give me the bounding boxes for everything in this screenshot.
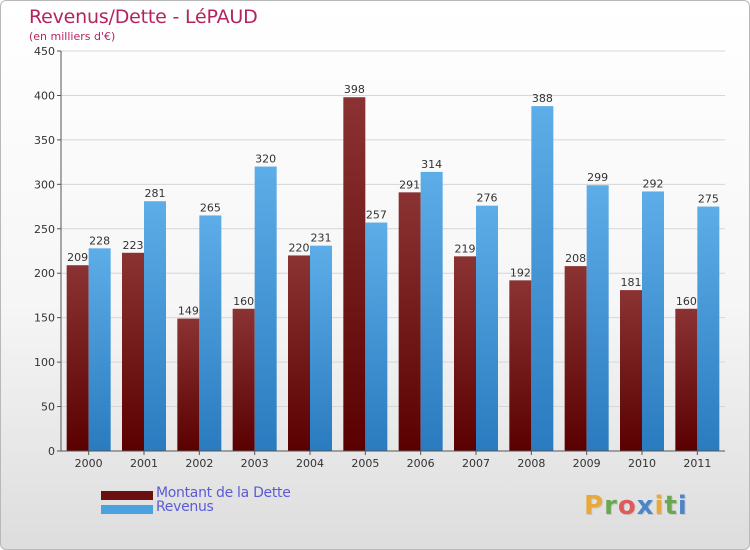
legend-swatch-revenus — [101, 505, 153, 514]
x-tick-label: 2008 — [517, 457, 545, 470]
bar-dette — [454, 256, 476, 451]
bar-revenus — [144, 201, 166, 451]
chart-title: Revenus/Dette - LéPAUD — [29, 6, 258, 28]
data-label: 265 — [200, 201, 221, 214]
bar-revenus — [254, 166, 277, 452]
data-label: 320 — [255, 153, 276, 166]
bar-revenus — [531, 106, 554, 451]
axes: 0 50 100 150 200 250 300 350 400 450 2000 2001 2002 2… — [34, 45, 725, 470]
data-label: 160 — [676, 295, 697, 308]
data-label: 160 — [233, 295, 254, 308]
bar-revenus — [586, 185, 609, 451]
y-tick-label: 250 — [34, 223, 55, 236]
x-tick-label: 2001 — [130, 457, 158, 470]
legend-label-revenus: Revenus — [156, 499, 214, 515]
y-tick-label: 350 — [34, 134, 55, 147]
bar-dette — [398, 192, 421, 452]
x-tick-label: 2005 — [351, 457, 379, 470]
bar-dette — [509, 280, 532, 451]
y-tick-label: 100 — [34, 356, 55, 369]
data-label: 314 — [421, 158, 442, 171]
y-tick-label: 200 — [34, 267, 55, 280]
chart-subtitle: (en milliers d'€) — [29, 30, 116, 43]
data-label: 291 — [399, 178, 420, 191]
x-tick-label: 2006 — [407, 457, 435, 470]
data-label: 231 — [311, 232, 332, 245]
bar-revenus — [199, 215, 222, 451]
x-tick-label: 2002 — [185, 457, 213, 470]
x-tick-label: 2011 — [683, 457, 711, 470]
bar-revenus — [88, 248, 111, 451]
legend-swatch-dette — [101, 491, 153, 500]
bar-revenus — [310, 245, 332, 451]
data-label: 220 — [289, 241, 310, 254]
y-tick-label: 400 — [34, 89, 55, 102]
proxiti-logo: Proxiti — [584, 491, 688, 521]
y-tick-label: 0 — [48, 445, 55, 458]
bar-revenus — [420, 171, 443, 451]
data-label: 276 — [477, 192, 498, 205]
bar-dette — [177, 318, 200, 451]
data-label: 292 — [643, 177, 664, 190]
gridlines — [61, 50, 725, 408]
bar-dette — [66, 265, 89, 451]
data-label: 228 — [89, 234, 110, 247]
data-label: 219 — [455, 242, 476, 255]
bar-revenus — [365, 222, 388, 451]
x-tick-label: 2004 — [296, 457, 324, 470]
legend-label-dette: Montant de la Dette — [156, 485, 291, 501]
bar-dette — [232, 308, 255, 451]
data-label: 192 — [510, 266, 531, 279]
bar-revenus — [642, 191, 664, 451]
y-tick-label: 450 — [34, 45, 55, 58]
x-tick-label: 2007 — [462, 457, 490, 470]
data-label: 181 — [621, 276, 642, 289]
y-tick-label: 300 — [34, 178, 55, 191]
bar-dette — [564, 266, 587, 451]
bar-dette — [122, 252, 144, 451]
data-label: 223 — [123, 239, 144, 252]
data-label: 281 — [145, 187, 166, 200]
data-label: 275 — [698, 193, 719, 206]
data-label: 209 — [67, 251, 88, 264]
x-tick-label: 2003 — [241, 457, 269, 470]
bar-dette — [675, 308, 698, 451]
data-label: 149 — [178, 305, 199, 318]
bars — [66, 97, 720, 452]
bar-revenus — [476, 205, 498, 451]
bar-dette — [288, 255, 310, 451]
x-tick-label: 2009 — [573, 457, 601, 470]
x-tick-label: 2010 — [628, 457, 656, 470]
bar-revenus — [697, 206, 720, 451]
data-label: 388 — [532, 92, 553, 105]
data-label: 398 — [344, 83, 365, 96]
y-tick-label: 150 — [34, 312, 55, 325]
data-label: 257 — [366, 209, 387, 222]
data-label: 208 — [565, 252, 586, 265]
bar-dette — [343, 97, 366, 451]
x-tick-label: 2000 — [75, 457, 103, 470]
data-label: 299 — [587, 171, 608, 184]
y-tick-label: 50 — [41, 401, 55, 414]
bar-dette — [620, 290, 642, 451]
